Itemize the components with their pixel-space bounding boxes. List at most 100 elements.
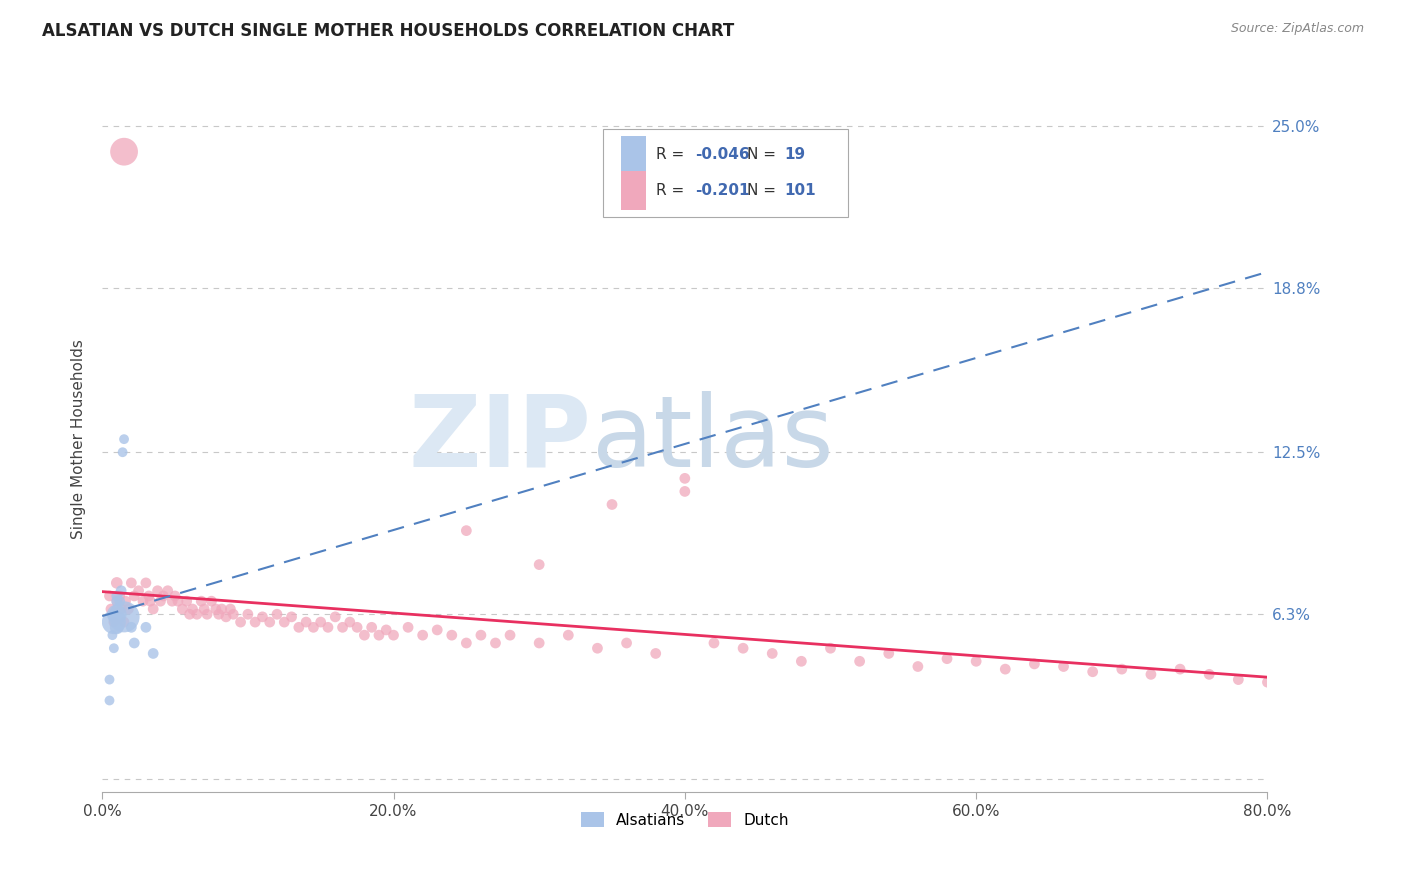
Point bbox=[266, 607, 288, 622]
Point bbox=[215, 610, 238, 624]
Point bbox=[172, 602, 194, 616]
Text: N =: N = bbox=[747, 147, 780, 162]
Point bbox=[236, 607, 259, 622]
Point bbox=[820, 641, 842, 656]
Point bbox=[965, 654, 987, 668]
Point bbox=[135, 620, 157, 634]
Point bbox=[280, 610, 302, 624]
Point bbox=[110, 583, 132, 598]
Point bbox=[100, 602, 122, 616]
Point bbox=[98, 673, 121, 687]
Point bbox=[111, 445, 134, 459]
Point bbox=[103, 615, 125, 629]
Point bbox=[456, 524, 478, 538]
Point bbox=[673, 484, 696, 499]
Point bbox=[149, 594, 172, 608]
Point bbox=[600, 498, 623, 512]
Point bbox=[105, 594, 128, 608]
Point bbox=[761, 647, 783, 661]
Point bbox=[1111, 662, 1133, 676]
Point bbox=[259, 615, 281, 629]
Point bbox=[176, 594, 198, 608]
Point bbox=[332, 620, 354, 634]
Point bbox=[848, 654, 870, 668]
FancyBboxPatch shape bbox=[621, 136, 647, 174]
Text: ALSATIAN VS DUTCH SINGLE MOTHER HOUSEHOLDS CORRELATION CHART: ALSATIAN VS DUTCH SINGLE MOTHER HOUSEHOL… bbox=[42, 22, 734, 40]
Point bbox=[211, 602, 233, 616]
Point bbox=[128, 583, 150, 598]
Point bbox=[1140, 667, 1163, 681]
Point bbox=[200, 594, 222, 608]
Text: N =: N = bbox=[747, 183, 780, 198]
Point bbox=[644, 647, 666, 661]
Text: 101: 101 bbox=[785, 183, 815, 198]
FancyBboxPatch shape bbox=[603, 128, 848, 217]
Point bbox=[396, 620, 419, 634]
Point bbox=[877, 647, 900, 661]
Point bbox=[557, 628, 579, 642]
Point bbox=[339, 615, 361, 629]
Point bbox=[179, 607, 201, 622]
Point bbox=[243, 615, 266, 629]
Point bbox=[382, 628, 405, 642]
Point bbox=[1168, 662, 1191, 676]
Text: -0.046: -0.046 bbox=[696, 147, 749, 162]
Point bbox=[117, 602, 139, 616]
Y-axis label: Single Mother Households: Single Mother Households bbox=[72, 339, 86, 539]
Point bbox=[163, 589, 186, 603]
Point bbox=[994, 662, 1017, 676]
Text: ZIP: ZIP bbox=[409, 391, 592, 488]
Point bbox=[288, 620, 311, 634]
Point bbox=[193, 602, 215, 616]
Point bbox=[499, 628, 522, 642]
Point bbox=[616, 636, 638, 650]
Point bbox=[122, 636, 145, 650]
Point bbox=[152, 589, 174, 603]
Point bbox=[208, 607, 231, 622]
Point bbox=[139, 594, 162, 608]
Point bbox=[108, 610, 131, 624]
Point bbox=[368, 628, 391, 642]
Point bbox=[252, 610, 274, 624]
Point bbox=[190, 594, 212, 608]
Point bbox=[101, 628, 124, 642]
Point bbox=[112, 432, 135, 446]
Point bbox=[112, 145, 135, 159]
Point bbox=[105, 575, 128, 590]
Point bbox=[112, 615, 135, 629]
Point bbox=[440, 628, 463, 642]
Point bbox=[132, 594, 155, 608]
Text: R =: R = bbox=[655, 147, 689, 162]
Point bbox=[105, 589, 128, 603]
Point bbox=[309, 615, 332, 629]
Point bbox=[142, 602, 165, 616]
Point bbox=[195, 607, 218, 622]
Point bbox=[186, 607, 208, 622]
Point bbox=[346, 620, 368, 634]
Legend: Alsatians, Dutch: Alsatians, Dutch bbox=[575, 805, 794, 834]
Text: atlas: atlas bbox=[592, 391, 834, 488]
Point bbox=[1227, 673, 1250, 687]
Point bbox=[470, 628, 492, 642]
Point bbox=[1256, 675, 1278, 690]
Point bbox=[456, 636, 478, 650]
Point bbox=[205, 602, 228, 616]
Point bbox=[1024, 657, 1046, 671]
Point bbox=[112, 610, 135, 624]
Point bbox=[586, 641, 609, 656]
Point bbox=[527, 558, 550, 572]
Point bbox=[103, 641, 125, 656]
Point bbox=[108, 589, 131, 603]
Point bbox=[105, 594, 128, 608]
Point bbox=[142, 647, 165, 661]
Point bbox=[273, 615, 295, 629]
Point bbox=[316, 620, 339, 634]
Point bbox=[790, 654, 813, 668]
Point bbox=[103, 615, 125, 629]
Point bbox=[105, 620, 128, 634]
Point bbox=[295, 615, 318, 629]
Point bbox=[527, 636, 550, 650]
Point bbox=[375, 623, 398, 637]
Point bbox=[323, 610, 346, 624]
Point bbox=[733, 641, 755, 656]
